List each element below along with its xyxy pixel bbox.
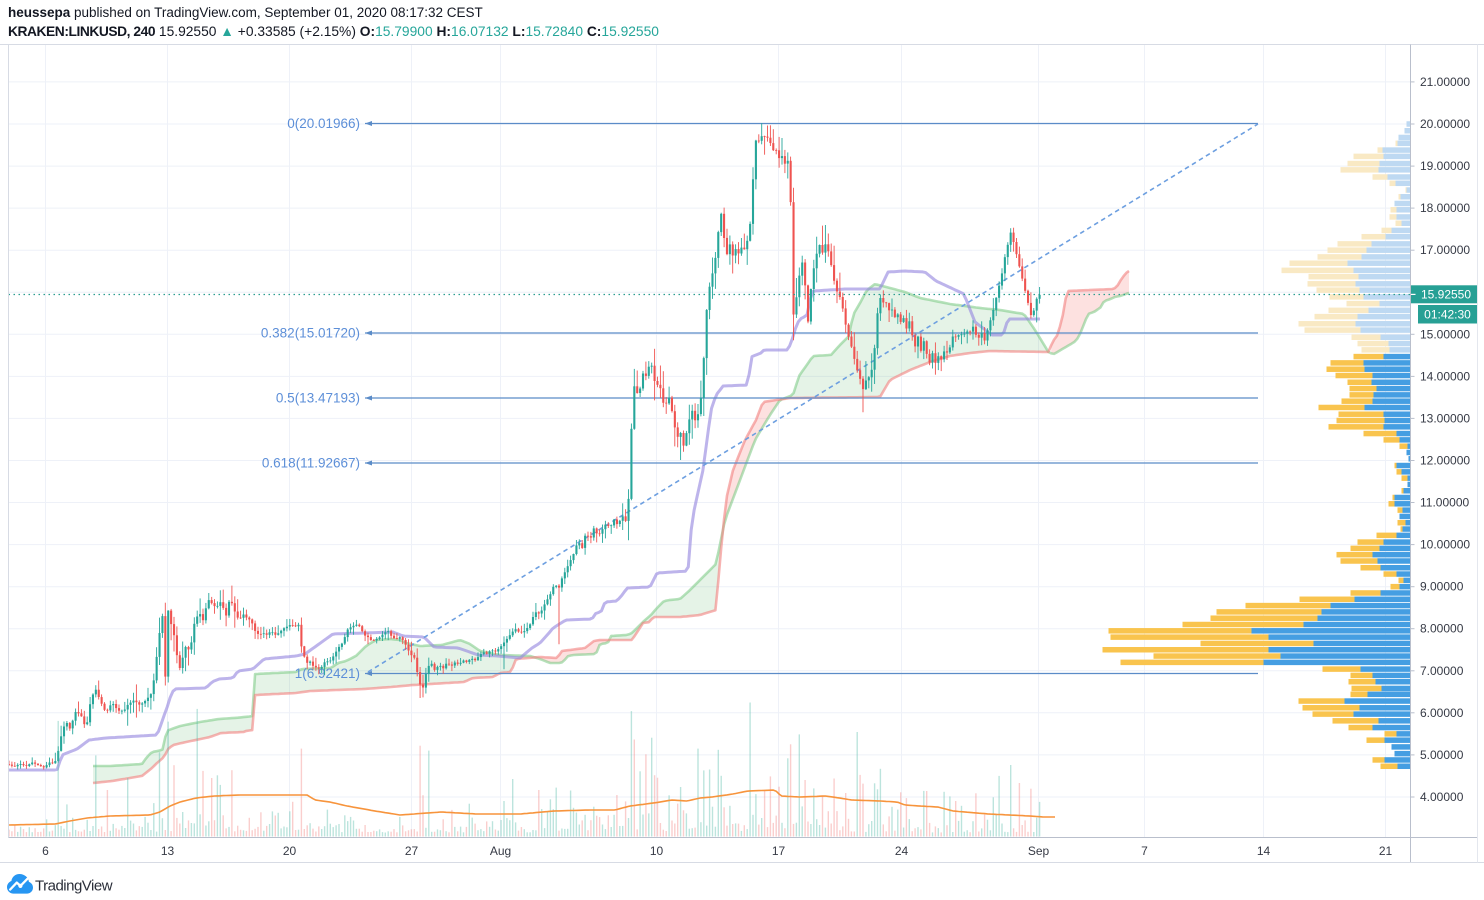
svg-text:9.00000: 9.00000 [1420,580,1464,594]
svg-text:6.00000: 6.00000 [1420,706,1464,720]
svg-text:14: 14 [1257,844,1271,858]
svg-text:0.5(13.47193): 0.5(13.47193) [276,391,360,406]
svg-text:5.00000: 5.00000 [1420,748,1464,762]
svg-text:12.00000: 12.00000 [1420,454,1470,468]
svg-text:0.382(15.01720): 0.382(15.01720) [261,326,360,341]
svg-text:13: 13 [161,844,175,858]
svg-text:8.00000: 8.00000 [1420,622,1464,636]
svg-text:0(20.01966): 0(20.01966) [287,116,360,131]
svg-text:21: 21 [1379,844,1393,858]
svg-text:1(6.92421): 1(6.92421) [295,666,360,681]
svg-text:17.00000: 17.00000 [1420,243,1470,257]
svg-text:19.00000: 19.00000 [1420,159,1470,173]
svg-text:01:42:30: 01:42:30 [1424,308,1471,322]
svg-text:KRAKEN:LINKUSD, 240 15.92550: KRAKEN:LINKUSD, 240 15.92550 ▲ +0.33585 … [8,24,659,39]
svg-text:15.92550: 15.92550 [1421,288,1471,302]
svg-text:6: 6 [42,844,49,858]
svg-text:7: 7 [1141,844,1148,858]
svg-text:4.00000: 4.00000 [1420,790,1464,804]
svg-text:15.00000: 15.00000 [1420,327,1470,341]
svg-text:10.00000: 10.00000 [1420,538,1470,552]
svg-text:11.00000: 11.00000 [1420,496,1469,510]
svg-text:20.00000: 20.00000 [1420,117,1470,131]
svg-text:Sep: Sep [1028,844,1050,858]
svg-text:0.618(11.92667): 0.618(11.92667) [262,456,360,471]
svg-text:27: 27 [405,844,419,858]
svg-text:21.00000: 21.00000 [1420,75,1470,89]
svg-text:Aug: Aug [490,844,511,858]
svg-text:24: 24 [895,844,909,858]
svg-text:TradingView: TradingView [35,878,113,895]
svg-text:10: 10 [650,844,664,858]
svg-text:13.00000: 13.00000 [1420,411,1470,425]
svg-text:18.00000: 18.00000 [1420,201,1470,215]
svg-text:heussepa published on TradingV: heussepa published on TradingView.com, S… [8,5,483,20]
svg-text:7.00000: 7.00000 [1420,664,1464,678]
svg-text:14.00000: 14.00000 [1420,369,1470,383]
svg-text:17: 17 [772,844,786,858]
svg-text:20: 20 [283,844,297,858]
